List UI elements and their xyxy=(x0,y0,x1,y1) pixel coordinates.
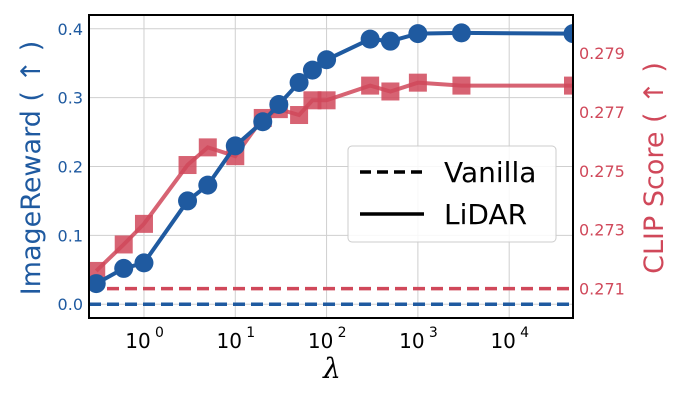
right-axis-label: CLIP Score ( ↑ ) xyxy=(639,62,670,274)
data-point-imagereward-lidar xyxy=(269,95,289,115)
series-imagereward-lidar xyxy=(89,23,573,294)
x-tick-label: 10 xyxy=(308,329,333,353)
data-point-clip-score-lidar xyxy=(361,76,380,95)
data-point-imagereward-lidar xyxy=(563,24,573,44)
legend-lidar-label: LiDAR xyxy=(444,198,527,231)
left-tick-label: 0.3 xyxy=(58,89,83,108)
data-point-imagereward-lidar xyxy=(289,72,309,92)
right-tick-label: 0.271 xyxy=(579,280,625,299)
x-tick-exponent: 1 xyxy=(246,325,255,341)
series-line-imagereward-lidar xyxy=(95,30,573,286)
left-axis-label: ImageReward ( ↑ ) xyxy=(16,41,47,296)
series-line-clip-score-lidar xyxy=(94,80,573,273)
data-point-imagereward-lidar xyxy=(253,112,273,132)
x-tick-label: 10 xyxy=(217,329,242,353)
legend: Vanilla LiDAR xyxy=(347,145,557,243)
data-point-clip-score-lidar xyxy=(564,76,573,95)
data-point-imagereward-lidar xyxy=(178,191,198,211)
data-point-imagereward-lidar xyxy=(317,50,337,70)
data-point-clip-score-lidar xyxy=(134,214,153,233)
x-axis-label: λ xyxy=(322,352,341,385)
x-axis-ticks: 10 0 10 1 10 2 10 3 10 4 xyxy=(125,325,529,353)
data-point-clip-score-lidar xyxy=(317,91,336,110)
data-point-imagereward-lidar xyxy=(134,253,154,273)
legend-box xyxy=(347,145,557,243)
right-axis-ticks: 0.271 0.273 0.275 0.277 0.279 xyxy=(579,44,625,298)
right-tick-label: 0.275 xyxy=(579,162,625,181)
data-point-clip-score-lidar xyxy=(178,156,197,175)
data-point-clip-score-lidar xyxy=(408,73,427,92)
plot-area xyxy=(89,23,573,306)
plot-frame xyxy=(88,14,574,319)
right-tick-label: 0.279 xyxy=(579,44,625,63)
x-tick-label: 10 xyxy=(399,329,424,353)
data-point-clip-score-lidar xyxy=(290,106,309,125)
x-tick-exponent: 2 xyxy=(338,325,347,341)
data-point-imagereward-lidar xyxy=(225,136,245,156)
x-tick-exponent: 3 xyxy=(429,325,438,341)
data-point-clip-score-lidar xyxy=(114,235,133,254)
data-point-clip-score-lidar xyxy=(198,138,217,157)
data-point-imagereward-lidar xyxy=(408,24,428,44)
x-tick-label: 10 xyxy=(125,329,150,353)
left-tick-label: 0.4 xyxy=(58,20,83,39)
right-tick-label: 0.277 xyxy=(579,103,625,122)
x-tick-exponent: 0 xyxy=(155,325,164,341)
data-point-imagereward-lidar xyxy=(198,175,218,195)
right-tick-label: 0.273 xyxy=(579,221,625,240)
data-point-imagereward-lidar xyxy=(380,31,400,51)
data-point-imagereward-lidar xyxy=(451,23,471,43)
data-point-imagereward-lidar xyxy=(360,29,380,49)
data-point-imagereward-lidar xyxy=(89,274,106,294)
left-tick-label: 0.2 xyxy=(58,158,83,177)
left-tick-label: 0.0 xyxy=(58,295,83,314)
data-point-clip-score-lidar xyxy=(381,82,400,101)
left-tick-label: 0.1 xyxy=(58,226,83,245)
x-tick-label: 10 xyxy=(490,329,515,353)
x-tick-exponent: 4 xyxy=(520,325,529,341)
data-point-imagereward-lidar xyxy=(302,60,322,80)
data-point-clip-score-lidar xyxy=(303,91,322,110)
data-point-imagereward-lidar xyxy=(114,258,134,278)
left-axis-ticks: 0.0 0.1 0.2 0.3 0.4 xyxy=(58,20,83,314)
legend-vanilla-label: Vanilla xyxy=(444,156,536,189)
data-point-clip-score-lidar xyxy=(452,76,471,95)
